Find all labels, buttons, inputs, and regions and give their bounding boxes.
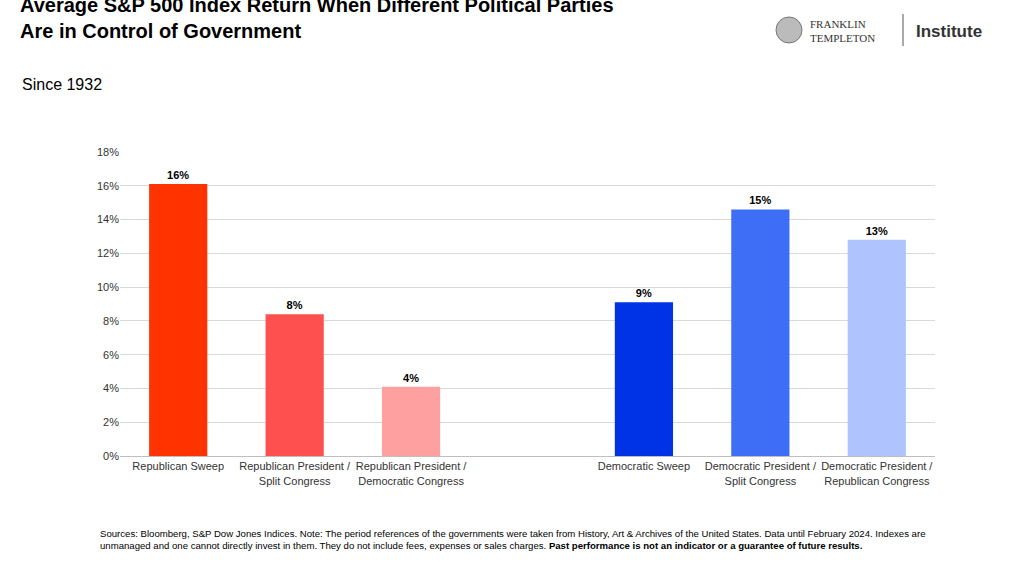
svg-text:16%: 16%	[97, 180, 119, 192]
svg-text:Republican President /Split Co: Republican President /Split Congress	[239, 460, 351, 486]
svg-text:FRANKLINTEMPLETON: FRANKLINTEMPLETON	[810, 18, 875, 44]
svg-text:2%: 2%	[103, 416, 119, 428]
svg-text:15%: 15%	[749, 194, 771, 206]
svg-text:6%: 6%	[103, 349, 119, 361]
svg-text:8%: 8%	[287, 299, 303, 311]
svg-text:Sources: Bloomberg, S&P Dow Jo: Sources: Bloomberg, S&P Dow Jones Indice…	[100, 528, 925, 551]
svg-text:18%: 18%	[97, 146, 119, 158]
svg-text:13%: 13%	[866, 225, 888, 237]
svg-text:16%: 16%	[167, 169, 189, 181]
svg-text:Republican President /Democrat: Republican President /Democratic Congres…	[356, 460, 468, 486]
svg-text:12%: 12%	[97, 247, 119, 259]
svg-text:10%: 10%	[97, 281, 119, 293]
svg-text:8%: 8%	[103, 315, 119, 327]
svg-text:Institute: Institute	[916, 22, 982, 41]
svg-text:Democratic Sweep: Democratic Sweep	[598, 460, 690, 472]
svg-text:Republican Sweep: Republican Sweep	[132, 460, 224, 472]
svg-text:9%: 9%	[636, 287, 652, 299]
svg-text:Democratic President /Split Co: Democratic President /Split Congress	[705, 460, 817, 486]
svg-text:Average S&P 500 Index Return W: Average S&P 500 Index Return When Differ…	[20, 0, 614, 42]
svg-text:4%: 4%	[403, 372, 419, 384]
svg-text:4%: 4%	[103, 382, 119, 394]
svg-text:0%: 0%	[103, 450, 119, 462]
svg-text:14%: 14%	[97, 213, 119, 225]
svg-text:Since 1932: Since 1932	[22, 76, 102, 93]
svg-text:Democratic President /Republic: Democratic President /Republican Congres…	[821, 460, 933, 486]
